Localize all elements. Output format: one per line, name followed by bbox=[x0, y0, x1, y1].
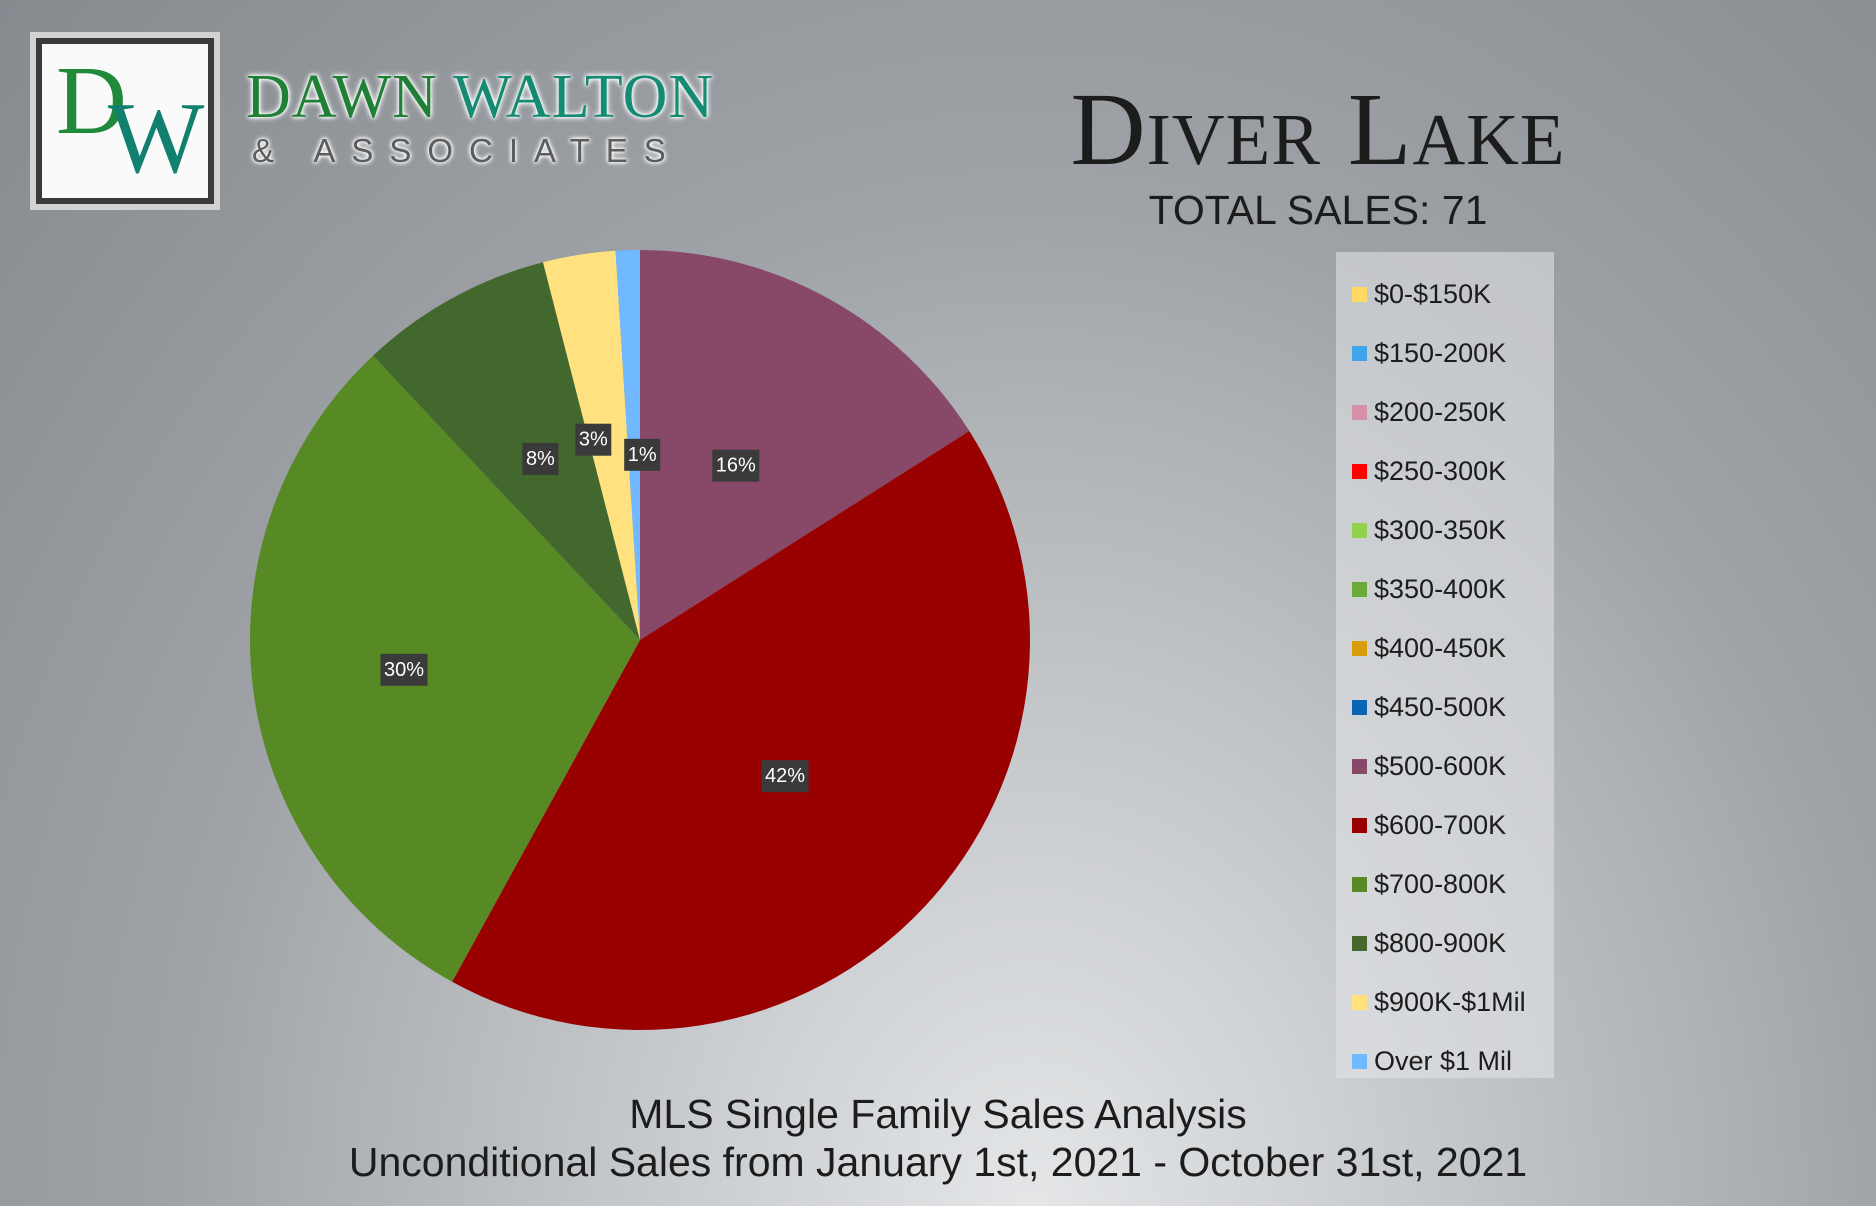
logo-frame: D W bbox=[36, 38, 214, 204]
legend-item: $600-700K bbox=[1336, 796, 1554, 855]
data-label-text: 42% bbox=[765, 765, 805, 787]
footer-line-1: MLS Single Family Sales Analysis bbox=[629, 1091, 1247, 1137]
pie-data-labels: 16% 42% 30% 8% 3% 1% bbox=[380, 423, 809, 793]
legend-swatch bbox=[1352, 1054, 1367, 1069]
legend-item: $150-200K bbox=[1336, 324, 1554, 383]
legend-item: $500-600K bbox=[1336, 737, 1554, 796]
legend-label: Over $1 Mil bbox=[1374, 1046, 1513, 1076]
legend-swatch bbox=[1352, 995, 1367, 1010]
legend-label: $300-350K bbox=[1374, 515, 1507, 545]
footer-line-2: Unconditional Sales from January 1st, 20… bbox=[348, 1139, 1528, 1185]
data-label-box bbox=[712, 449, 760, 482]
company-logo: D W bbox=[30, 32, 220, 210]
legend-label: $0-$150K bbox=[1374, 279, 1492, 309]
legend-swatch bbox=[1352, 700, 1367, 715]
legend-label: $600-700K bbox=[1374, 810, 1507, 840]
legend-label: $500-600K bbox=[1374, 751, 1507, 781]
legend-item: $450-500K bbox=[1336, 678, 1554, 737]
legend-swatch bbox=[1352, 936, 1367, 951]
legend-label: $200-250K bbox=[1374, 397, 1507, 427]
legend-swatch bbox=[1352, 582, 1367, 597]
data-label-text: 3% bbox=[579, 429, 608, 451]
legend-label: $800-900K bbox=[1374, 928, 1507, 958]
legend-swatch bbox=[1352, 877, 1367, 892]
legend-item: $200-250K bbox=[1336, 383, 1554, 442]
legend-item: $800-900K bbox=[1336, 914, 1554, 973]
legend-item: $900K-$1Mil bbox=[1336, 973, 1554, 1032]
data-label-text: 1% bbox=[628, 444, 657, 466]
legend-swatch bbox=[1352, 464, 1367, 479]
data-label-box bbox=[575, 423, 612, 456]
legend-label: $150-200K bbox=[1374, 338, 1507, 368]
legend-label: $700-800K bbox=[1374, 869, 1507, 899]
legend-item: $350-400K bbox=[1336, 560, 1554, 619]
data-label-text: 8% bbox=[526, 448, 555, 470]
brand-subtitle: & ASSOCIATES bbox=[252, 132, 682, 169]
total-sales: TOTAL SALES: 71 bbox=[1148, 187, 1488, 233]
data-label: 42% bbox=[761, 760, 809, 793]
legend-swatch bbox=[1352, 641, 1367, 656]
pie-slice bbox=[373, 262, 640, 640]
legend-swatch bbox=[1352, 523, 1367, 538]
data-label: 30% bbox=[380, 653, 428, 686]
data-label-box bbox=[624, 438, 661, 471]
brand-name: DAWN WALTON bbox=[246, 66, 714, 128]
legend-label: $400-450K bbox=[1374, 633, 1507, 663]
legend-swatch bbox=[1352, 818, 1367, 833]
pie-slice bbox=[250, 355, 641, 982]
pie-slice bbox=[640, 250, 970, 640]
brand-name-last: WALTON bbox=[453, 63, 715, 131]
legend-item: $300-350K bbox=[1336, 501, 1554, 560]
pie-slices bbox=[250, 250, 1030, 1030]
legend-item: $250-300K bbox=[1336, 442, 1554, 501]
legend-item: $400-450K bbox=[1336, 619, 1554, 678]
legend-swatch bbox=[1352, 405, 1367, 420]
chart-title: Diver Lake bbox=[1070, 72, 1566, 187]
data-label: 8% bbox=[522, 442, 559, 475]
data-label: 1% bbox=[624, 438, 661, 471]
data-label-box bbox=[380, 653, 428, 686]
legend-label: $250-300K bbox=[1374, 456, 1507, 486]
legend-item: Over $1 Mil bbox=[1336, 1032, 1554, 1091]
legend-item: $0-$150K bbox=[1336, 265, 1554, 324]
legend-swatch bbox=[1352, 346, 1367, 361]
legend-label: $900K-$1Mil bbox=[1374, 987, 1526, 1017]
chart-legend: $0-$150K $150-200K $200-250K $250-300K $300-… bbox=[1336, 252, 1554, 1078]
data-label-text: 30% bbox=[384, 659, 424, 681]
legend-swatch bbox=[1352, 287, 1367, 302]
data-label: 3% bbox=[575, 423, 612, 456]
data-label-text: 16% bbox=[716, 455, 756, 477]
brand-name-first: DAWN bbox=[246, 63, 438, 131]
data-label: 16% bbox=[712, 449, 760, 482]
pie-slice bbox=[452, 431, 1030, 1030]
logo-monogram-w: W bbox=[108, 82, 205, 195]
logo-monogram: D W bbox=[42, 44, 208, 198]
data-label-box bbox=[761, 760, 809, 793]
legend-item: $700-800K bbox=[1336, 855, 1554, 914]
legend-swatch bbox=[1352, 759, 1367, 774]
logo-monogram-d: D bbox=[56, 47, 127, 155]
legend-label: $350-400K bbox=[1374, 574, 1507, 604]
data-label-box bbox=[522, 442, 559, 475]
legend-label: $450-500K bbox=[1374, 692, 1507, 722]
